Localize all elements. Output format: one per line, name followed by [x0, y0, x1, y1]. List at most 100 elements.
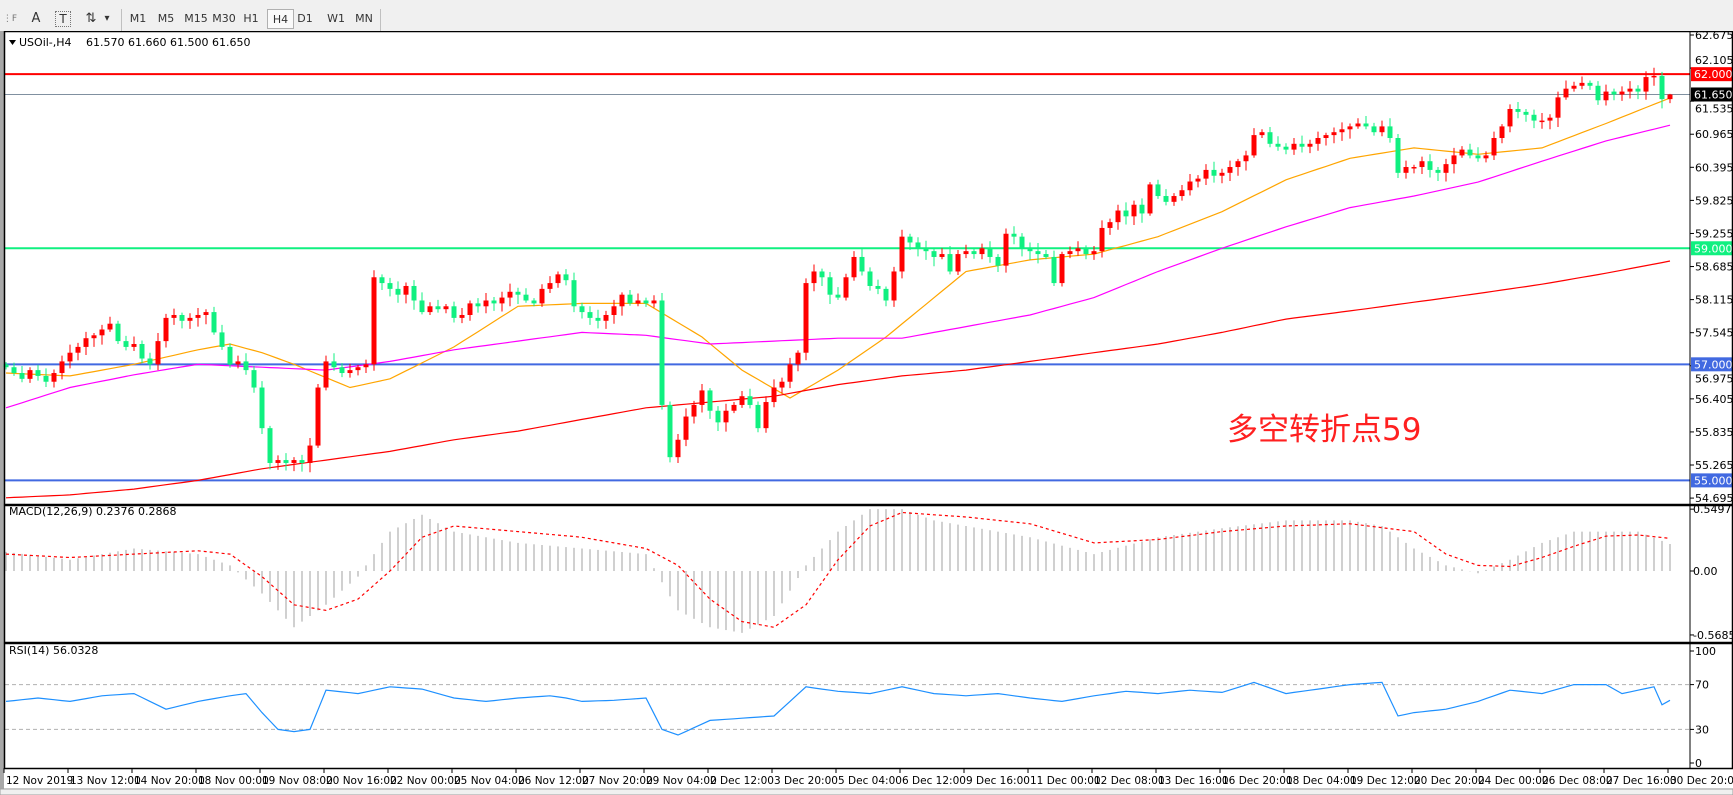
- candle[interactable]: [1427, 154, 1433, 178]
- timeframe-mn-button[interactable]: MN: [355, 12, 373, 25]
- candle[interactable]: [1091, 245, 1097, 260]
- candle[interactable]: [683, 408, 689, 447]
- candle[interactable]: [1419, 156, 1425, 174]
- timeframe-d1-button[interactable]: D1: [297, 12, 313, 25]
- candle[interactable]: [1515, 102, 1521, 119]
- candle[interactable]: [779, 377, 785, 394]
- candle[interactable]: [1547, 114, 1553, 130]
- candle[interactable]: [459, 308, 465, 324]
- arrows-icon[interactable]: ⇅: [85, 11, 97, 26]
- annotation-text[interactable]: 多空转折点59: [1227, 412, 1421, 448]
- candle[interactable]: [1475, 147, 1481, 162]
- candle[interactable]: [339, 363, 345, 378]
- candle[interactable]: [971, 248, 977, 259]
- candle[interactable]: [771, 379, 777, 408]
- candle[interactable]: [827, 272, 833, 304]
- candle[interactable]: [123, 335, 129, 351]
- candle[interactable]: [627, 290, 633, 306]
- candle[interactable]: [1075, 241, 1081, 256]
- candle[interactable]: [739, 391, 745, 408]
- candle[interactable]: [43, 368, 49, 387]
- candle[interactable]: [1243, 150, 1249, 171]
- candle[interactable]: [1155, 179, 1161, 199]
- candle[interactable]: [1307, 139, 1313, 154]
- candle[interactable]: [1211, 161, 1217, 183]
- candle[interactable]: [811, 264, 817, 292]
- candle[interactable]: [1579, 76, 1585, 90]
- candle[interactable]: [27, 367, 33, 383]
- candle[interactable]: [1059, 251, 1065, 287]
- candle[interactable]: [1347, 123, 1353, 139]
- candle[interactable]: [251, 366, 257, 393]
- candle[interactable]: [563, 269, 569, 286]
- candle[interactable]: [291, 457, 297, 472]
- candle[interactable]: [1459, 146, 1465, 158]
- candle[interactable]: [1299, 135, 1305, 153]
- candle[interactable]: [427, 302, 433, 315]
- candle[interactable]: [539, 284, 545, 307]
- candle[interactable]: [107, 316, 113, 332]
- candle[interactable]: [99, 324, 105, 345]
- candle[interactable]: [547, 276, 553, 293]
- candle[interactable]: [1451, 147, 1457, 174]
- candle[interactable]: [1123, 202, 1129, 225]
- candle[interactable]: [1187, 173, 1193, 196]
- candle[interactable]: [1203, 164, 1209, 186]
- candle[interactable]: [147, 352, 153, 370]
- candle[interactable]: [1531, 109, 1537, 129]
- candle[interactable]: [1035, 243, 1041, 264]
- candle[interactable]: [1651, 67, 1657, 86]
- candle[interactable]: [475, 298, 481, 313]
- candle[interactable]: [939, 248, 945, 260]
- period-separator-icon[interactable]: ⋮F: [2, 14, 18, 24]
- dropdown-icon[interactable]: ▾: [104, 13, 110, 24]
- candle[interactable]: [299, 454, 305, 472]
- candle[interactable]: [1635, 85, 1641, 100]
- candle[interactable]: [843, 273, 849, 301]
- candle[interactable]: [347, 363, 353, 378]
- candle[interactable]: [1227, 160, 1233, 181]
- candle[interactable]: [1259, 129, 1265, 139]
- candle[interactable]: [1235, 158, 1241, 176]
- candle[interactable]: [467, 300, 473, 321]
- candle[interactable]: [1539, 113, 1545, 129]
- candle[interactable]: [707, 388, 713, 419]
- candle[interactable]: [1019, 233, 1025, 257]
- candle[interactable]: [483, 292, 489, 314]
- candle[interactable]: [139, 340, 145, 364]
- candle[interactable]: [1507, 104, 1513, 133]
- text-label-icon[interactable]: T: [55, 11, 71, 27]
- candle[interactable]: [1195, 175, 1201, 188]
- candle[interactable]: [67, 344, 73, 369]
- candle[interactable]: [235, 355, 241, 369]
- candle[interactable]: [1067, 246, 1073, 259]
- candle[interactable]: [1107, 218, 1113, 235]
- candle[interactable]: [171, 308, 177, 325]
- candle[interactable]: [611, 299, 617, 324]
- candle[interactable]: [1131, 200, 1137, 226]
- candle[interactable]: [83, 331, 89, 356]
- candle[interactable]: [531, 298, 537, 307]
- candle[interactable]: [571, 272, 577, 313]
- candle[interactable]: [1355, 118, 1361, 129]
- candle[interactable]: [1171, 193, 1177, 206]
- candle[interactable]: [1499, 124, 1505, 144]
- chart-window[interactable]: 62.675 62.105 61.535 60.965 60.395 59.825 59.2…: [0, 31, 1733, 795]
- candle[interactable]: [763, 396, 769, 433]
- candle[interactable]: [675, 433, 681, 463]
- candle[interactable]: [579, 302, 585, 319]
- candle[interactable]: [443, 303, 449, 314]
- candle[interactable]: [163, 313, 169, 348]
- candle[interactable]: [1339, 122, 1345, 141]
- candle[interactable]: [723, 403, 729, 432]
- candle[interactable]: [555, 271, 561, 288]
- candle[interactable]: [1403, 160, 1409, 179]
- candle[interactable]: [747, 388, 753, 409]
- candle[interactable]: [499, 291, 505, 312]
- candle[interactable]: [931, 247, 937, 267]
- candle[interactable]: [1219, 168, 1225, 184]
- candle[interactable]: [795, 350, 801, 372]
- candle[interactable]: [1363, 115, 1369, 130]
- candle[interactable]: [1603, 84, 1609, 106]
- candle[interactable]: [275, 455, 281, 470]
